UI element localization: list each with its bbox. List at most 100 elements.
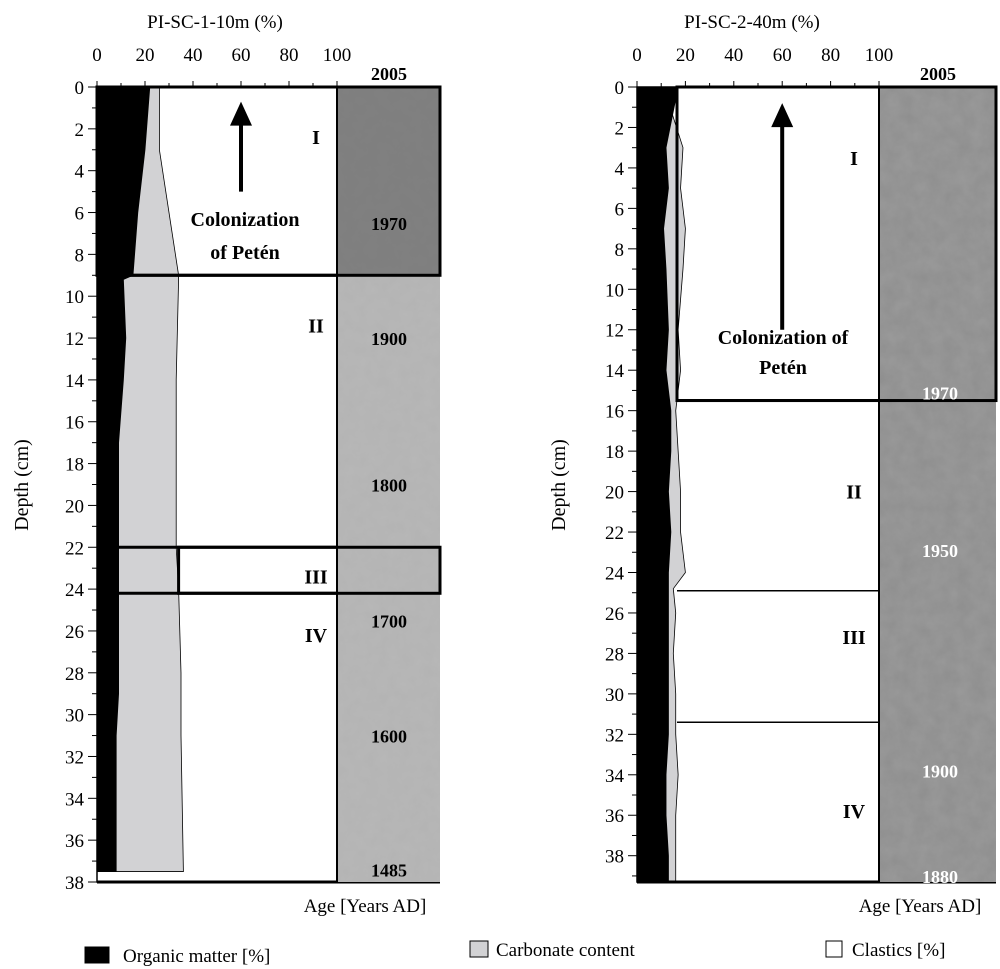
y-tick-label: 18	[605, 442, 624, 463]
annotation-text-line: Colonization	[191, 209, 300, 231]
y-tick-label: 22	[605, 523, 624, 544]
x-tick-label: 0	[92, 45, 102, 66]
y-tick-label: 16	[605, 402, 624, 423]
y-axis-label: Depth (cm)	[11, 439, 33, 531]
y-tick-label: 0	[615, 78, 625, 99]
y-tick-label: 20	[65, 496, 84, 517]
y-tick-label: 34	[605, 766, 625, 787]
legend-label-carbonate: Carbonate content	[496, 940, 635, 961]
core-photo-texture	[879, 87, 996, 882]
age-label: 1970	[371, 214, 407, 234]
y-tick-label: 36	[605, 806, 624, 827]
legend: Organic matter [%] Carbonate content Cla…	[84, 940, 945, 967]
y-tick-label: 4	[615, 159, 625, 180]
y-tick-label: 28	[605, 644, 624, 665]
y-tick-label: 26	[65, 622, 84, 643]
organic-matter-area	[636, 86, 679, 883]
y-tick-label: 8	[615, 240, 625, 261]
x-tick-label: 80	[821, 45, 840, 66]
core-photo-texture	[337, 87, 440, 882]
y-tick-label: 32	[605, 725, 624, 746]
annotation-text-line: Petén	[759, 357, 807, 379]
y-tick-label: 0	[75, 78, 85, 99]
unit-label-ii: II	[308, 316, 324, 338]
y-tick-label: 6	[615, 199, 625, 220]
age-label: 1900	[922, 762, 958, 782]
legend-label-clastics: Clastics [%]	[852, 940, 945, 961]
x-tick-label: 100	[865, 45, 894, 66]
annotation-arrow-head	[230, 101, 252, 126]
unit-highlight-box	[675, 85, 998, 403]
age-label: 1485	[371, 860, 407, 880]
x-tick-label: 20	[136, 45, 155, 66]
y-tick-label: 30	[65, 706, 84, 727]
age-axis-label: Age [Years AD]	[304, 896, 427, 917]
panel-title: PI-SC-2-40m (%)	[684, 12, 820, 33]
y-tick-label: 10	[605, 280, 624, 301]
panel-title: PI-SC-1-10m (%)	[147, 12, 283, 33]
unit-label-ii: II	[846, 482, 862, 504]
y-tick-label: 22	[65, 538, 84, 559]
y-tick-label: 24	[605, 563, 625, 584]
y-tick-label: 30	[605, 685, 624, 706]
x-tick-label: 60	[232, 45, 251, 66]
y-tick-label: 18	[65, 455, 84, 476]
y-tick-label: 12	[65, 329, 84, 350]
y-tick-label: 28	[65, 664, 84, 685]
y-tick-label: 38	[65, 873, 84, 894]
y-tick-label: 2	[75, 120, 85, 141]
y-tick-label: 16	[65, 413, 84, 434]
y-tick-label: 10	[65, 287, 84, 308]
y-tick-label: 24	[65, 580, 85, 601]
age-top-label: 2005	[371, 64, 407, 84]
organic-matter-area	[96, 86, 151, 872]
y-tick-label: 36	[65, 831, 84, 852]
unit-highlight-box	[177, 545, 442, 595]
unit-label-iii: III	[842, 627, 866, 649]
y-axis-label: Depth (cm)	[548, 439, 570, 531]
age-label: 1970	[922, 383, 958, 403]
unit-label-iii: III	[304, 567, 328, 589]
core-photo	[337, 87, 440, 882]
unit-label-iv: IV	[305, 625, 328, 647]
y-tick-label: 26	[605, 604, 624, 625]
unit-label-iv: IV	[843, 801, 866, 823]
annotation-text-line: of Petén	[210, 242, 279, 264]
y-tick-label: 14	[605, 361, 625, 382]
x-tick-label: 100	[323, 45, 352, 66]
y-tick-label: 20	[605, 483, 624, 504]
x-tick-label: 0	[632, 45, 642, 66]
y-tick-label: 6	[75, 204, 85, 225]
x-tick-label: 20	[676, 45, 695, 66]
unit-label-i: I	[850, 148, 858, 170]
annotation-text-line: Colonization of	[718, 327, 849, 349]
age-label: 1700	[371, 611, 407, 631]
legend-swatch-organic	[84, 946, 110, 964]
y-tick-label: 34	[65, 789, 85, 810]
y-tick-label: 2	[615, 118, 625, 139]
y-tick-label: 8	[75, 245, 85, 266]
y-tick-label: 4	[75, 162, 85, 183]
core-photo-dark-zone	[337, 87, 440, 276]
age-top-label: 2005	[920, 64, 956, 84]
unit-highlight-box	[95, 85, 442, 277]
age-label: 1880	[922, 867, 958, 887]
age-axis-label: Age [Years AD]	[859, 896, 982, 917]
x-tick-label: 40	[724, 45, 743, 66]
x-tick-label: 40	[184, 45, 203, 66]
y-tick-label: 12	[605, 321, 624, 342]
unit-label-i: I	[312, 127, 320, 149]
legend-swatch-clastics	[825, 940, 843, 958]
y-tick-label: 32	[65, 747, 84, 768]
core-photo	[879, 87, 996, 882]
annotation-arrow-head	[771, 103, 794, 128]
age-label: 1600	[371, 727, 407, 747]
x-tick-label: 60	[773, 45, 792, 66]
legend-label-organic: Organic matter [%]	[123, 946, 270, 967]
age-label: 1950	[922, 541, 958, 561]
age-label: 1800	[371, 476, 407, 496]
